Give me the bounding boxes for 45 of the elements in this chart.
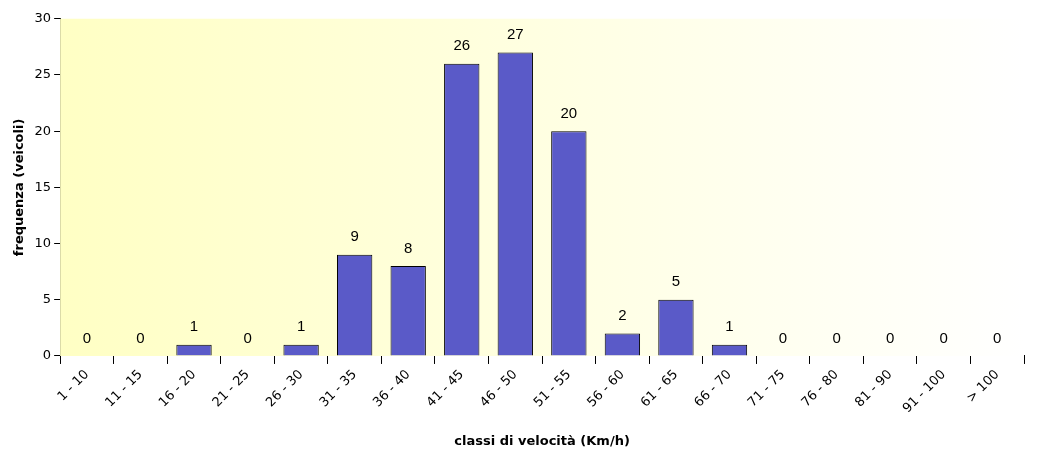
y-tick-label: 0	[42, 347, 52, 363]
x-tick-label: 71 - 75	[744, 366, 788, 410]
x-tick-label: 56 - 60	[583, 366, 627, 410]
data-label: 9	[350, 227, 359, 245]
x-tick-label: 61 - 65	[637, 366, 681, 410]
data-label: 26	[453, 36, 471, 54]
data-label: 5	[671, 272, 681, 290]
y-tick-label: 15	[34, 178, 52, 194]
data-label: 20	[560, 103, 578, 121]
x-tick-label: 76 - 80	[797, 366, 842, 410]
x-tick-label: 41 - 45	[423, 366, 467, 410]
x-tick-label: 81 - 90	[851, 366, 895, 410]
data-label: 0	[832, 328, 841, 346]
x-tick-label: 16 - 20	[155, 366, 199, 410]
x-tick-label: 26 - 30	[262, 366, 306, 410]
data-label: 0	[82, 328, 92, 346]
x-tick-label: > 100	[962, 366, 1002, 406]
x-tick-label: 91 - 100	[899, 366, 949, 416]
data-label: 8	[404, 238, 413, 256]
data-label: 0	[993, 328, 1002, 346]
y-tick-label: 20	[34, 122, 52, 138]
x-tick-label: 1 - 10	[54, 366, 92, 404]
y-tick-label: 25	[34, 66, 52, 82]
x-tick-label: 36 - 40	[369, 366, 413, 410]
data-label: 1	[725, 317, 734, 335]
x-tick-label: 21 - 25	[208, 366, 253, 410]
y-axis-title: frequenza (veicoli)	[11, 118, 27, 257]
x-tick-label: 11 - 15	[101, 366, 145, 410]
y-tick-label: 5	[42, 291, 52, 307]
x-tick-label: 31 - 35	[316, 366, 360, 410]
data-label: 2	[618, 306, 627, 324]
data-label: 1	[296, 317, 306, 335]
data-label: 1	[189, 317, 199, 335]
data-label: 0	[243, 328, 252, 346]
data-label: 0	[136, 328, 145, 346]
y-tick-label: 30	[34, 10, 52, 26]
data-label: 27	[506, 25, 524, 43]
data-label: 0	[778, 328, 788, 346]
x-tick-label: 46 - 50	[476, 366, 520, 410]
x-axis-title: classi di velocità (Km/h)	[454, 432, 630, 448]
x-tick-label: 51 - 55	[530, 366, 574, 410]
data-label: 0	[939, 328, 948, 346]
y-tick-label: 10	[34, 234, 52, 250]
data-label: 0	[885, 328, 895, 346]
x-tick-label: 66 - 70	[690, 366, 734, 410]
